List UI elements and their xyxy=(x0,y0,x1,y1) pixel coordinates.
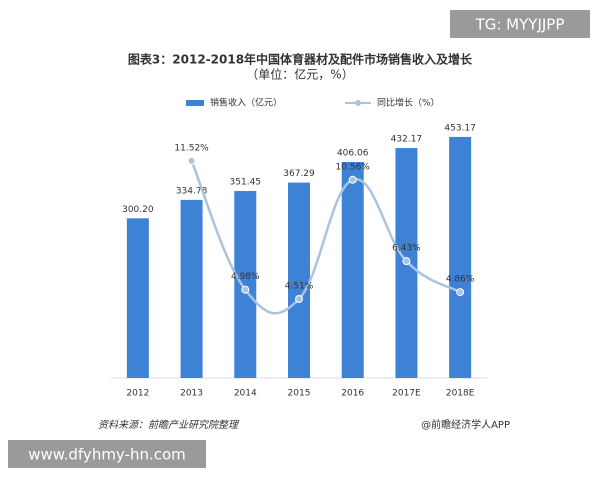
bar xyxy=(126,218,149,378)
chart-subtitle: （单位：亿元，%） xyxy=(246,67,353,82)
value-label: 11.52% xyxy=(174,143,209,153)
x-tick-label: 2013 xyxy=(180,389,203,399)
legend-label: 销售收入（亿元） xyxy=(210,97,282,109)
point xyxy=(295,294,303,303)
point xyxy=(456,288,465,297)
value-label: 334.78 xyxy=(176,186,208,196)
bar xyxy=(288,182,310,378)
value-label: 4.86% xyxy=(446,275,475,285)
x-tick-label: 2016 xyxy=(341,389,364,399)
x-tick-label: 2018E xyxy=(446,389,475,399)
watermark: TG: MYYJJPP xyxy=(475,16,565,34)
bar xyxy=(449,136,472,378)
x-tick-label: 2012 xyxy=(126,389,149,399)
credit: @前瞻经济学人APP xyxy=(421,418,510,431)
legend-label: 同比增长（%） xyxy=(377,97,440,109)
value-label: 367.29 xyxy=(283,169,315,179)
watermark: www.dfyhmy-hn.com xyxy=(28,446,186,464)
value-label: 453.17 xyxy=(444,123,476,133)
value-label: 4.51% xyxy=(285,281,314,291)
value-label: 6.43% xyxy=(392,244,421,254)
value-label: 300.20 xyxy=(122,205,154,215)
point xyxy=(348,175,357,184)
value-label: 4.98% xyxy=(231,272,260,282)
x-tick-label: 2015 xyxy=(288,389,311,399)
value-label: 351.45 xyxy=(230,178,262,188)
x-tick-label: 2017E xyxy=(392,389,421,399)
legend-swatch xyxy=(186,100,204,106)
point xyxy=(187,156,196,165)
bar xyxy=(341,161,364,378)
point xyxy=(241,285,250,294)
point xyxy=(402,257,411,266)
source: 资料来源：前瞻产业研究院整理 xyxy=(98,419,240,431)
bar xyxy=(180,199,203,378)
watermark-box xyxy=(8,440,206,468)
bar xyxy=(234,191,257,378)
chart-title: 图表3：2012-2018年中国体育器材及配件市场销售收入及增长 xyxy=(128,52,473,67)
value-label: 10.56% xyxy=(336,162,371,172)
x-tick-label: 2014 xyxy=(234,389,257,399)
value-label: 432.17 xyxy=(391,135,423,145)
value-label: 406.06 xyxy=(337,148,369,158)
watermark-box xyxy=(450,10,590,38)
legend-swatch xyxy=(355,100,361,106)
